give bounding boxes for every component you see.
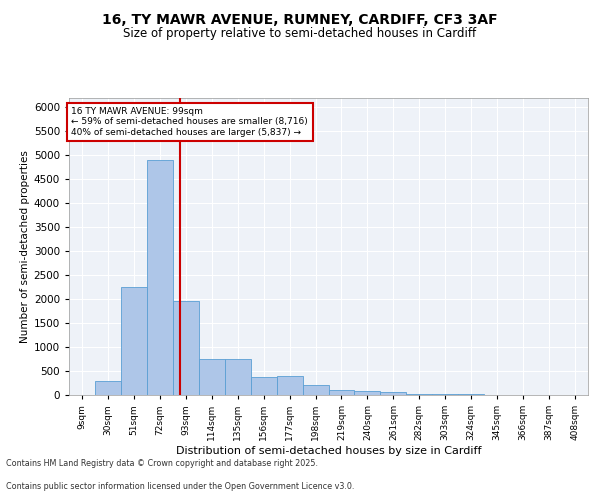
Bar bbox=[329, 390, 355, 395]
Text: Size of property relative to semi-detached houses in Cardiff: Size of property relative to semi-detach… bbox=[124, 28, 476, 40]
Bar bbox=[458, 394, 484, 395]
Bar bbox=[173, 302, 199, 395]
Y-axis label: Number of semi-detached properties: Number of semi-detached properties bbox=[20, 150, 29, 342]
Bar bbox=[406, 394, 432, 395]
Text: Contains public sector information licensed under the Open Government Licence v3: Contains public sector information licen… bbox=[6, 482, 355, 491]
Bar bbox=[95, 380, 121, 395]
Bar bbox=[121, 287, 147, 395]
Bar bbox=[432, 394, 458, 395]
Bar bbox=[199, 359, 224, 395]
Text: 16, TY MAWR AVENUE, RUMNEY, CARDIFF, CF3 3AF: 16, TY MAWR AVENUE, RUMNEY, CARDIFF, CF3… bbox=[102, 12, 498, 26]
Bar bbox=[302, 386, 329, 395]
X-axis label: Distribution of semi-detached houses by size in Cardiff: Distribution of semi-detached houses by … bbox=[176, 446, 481, 456]
Bar bbox=[147, 160, 173, 395]
Bar bbox=[355, 392, 380, 395]
Text: 16 TY MAWR AVENUE: 99sqm
← 59% of semi-detached houses are smaller (8,716)
40% o: 16 TY MAWR AVENUE: 99sqm ← 59% of semi-d… bbox=[71, 107, 308, 137]
Text: Contains HM Land Registry data © Crown copyright and database right 2025.: Contains HM Land Registry data © Crown c… bbox=[6, 458, 318, 468]
Bar bbox=[380, 392, 406, 395]
Bar bbox=[225, 359, 251, 395]
Bar bbox=[277, 376, 302, 395]
Bar bbox=[251, 377, 277, 395]
